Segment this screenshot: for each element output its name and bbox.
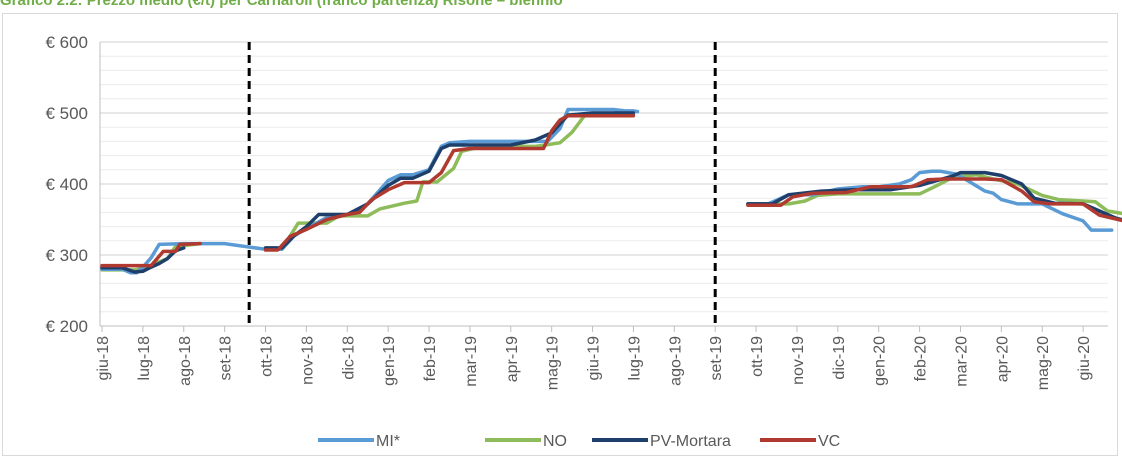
legend-label: PV-Mortara bbox=[650, 433, 731, 450]
x-tick-label: set-19 bbox=[708, 336, 725, 381]
x-tick-label: nov-18 bbox=[299, 336, 316, 385]
series-line-vc bbox=[263, 114, 636, 252]
y-tick-label: € 200 bbox=[45, 317, 88, 336]
x-tick-label: lug-18 bbox=[136, 336, 153, 381]
x-tick-label: ott-19 bbox=[749, 336, 766, 377]
y-tick-label: € 500 bbox=[45, 104, 88, 123]
x-tick-label: dic-19 bbox=[831, 336, 848, 380]
grid bbox=[99, 41, 1108, 327]
x-tick-label: giu-19 bbox=[586, 336, 603, 381]
legend-label: NO bbox=[543, 433, 567, 450]
x-tick-label: feb-20 bbox=[913, 336, 930, 381]
x-axis-ticks: giu-18 lug-18 ago-18 set-18 ott-18 nov-18 dic-… bbox=[95, 326, 1093, 390]
x-tick-label: apr-19 bbox=[504, 336, 521, 382]
series-line-vc bbox=[100, 241, 202, 268]
x-tick-label: ott-18 bbox=[259, 336, 276, 377]
x-tick-label: ago-19 bbox=[667, 336, 684, 386]
x-tick-label: giu-20 bbox=[1076, 336, 1093, 381]
x-tick-label: ago-18 bbox=[177, 336, 194, 386]
series-line-vc bbox=[746, 177, 1122, 223]
x-tick-label: mag-19 bbox=[545, 336, 562, 390]
x-tick-label: gen-19 bbox=[381, 336, 398, 386]
legend-label: VC bbox=[818, 433, 840, 450]
y-tick-label: € 600 bbox=[45, 33, 88, 52]
x-tick-label: giu-18 bbox=[95, 336, 112, 381]
x-tick-label: gen-20 bbox=[872, 336, 889, 386]
legend-label: MI* bbox=[376, 433, 400, 450]
chart-title: Grafico 2.2: Prezzo medio (€/t) per Carn… bbox=[0, 0, 563, 9]
x-tick-label: lug-19 bbox=[626, 336, 643, 381]
series-line-pv-mortara bbox=[263, 111, 636, 250]
x-tick-label: mag-20 bbox=[1035, 336, 1052, 390]
series-line-mi bbox=[100, 107, 640, 275]
x-tick-label: mar-19 bbox=[463, 336, 480, 387]
separators bbox=[247, 42, 717, 326]
y-axis-ticks: € 200 € 300 € 400 € 500 € 600 bbox=[45, 33, 88, 336]
legend: MI* NO PV-Mortara VC bbox=[318, 433, 840, 450]
x-tick-label: set-18 bbox=[218, 336, 235, 381]
series-line-no bbox=[263, 112, 636, 252]
x-tick-label: mar-20 bbox=[953, 336, 970, 387]
x-tick-label: nov-19 bbox=[790, 336, 807, 385]
x-tick-label: feb-19 bbox=[422, 336, 439, 381]
y-tick-label: € 400 bbox=[45, 175, 88, 194]
x-tick-label: apr-20 bbox=[994, 336, 1011, 382]
chart-frame bbox=[2, 13, 1118, 456]
x-tick-label: dic-18 bbox=[340, 336, 357, 380]
series-lines bbox=[100, 107, 1122, 275]
y-tick-label: € 300 bbox=[45, 246, 88, 265]
